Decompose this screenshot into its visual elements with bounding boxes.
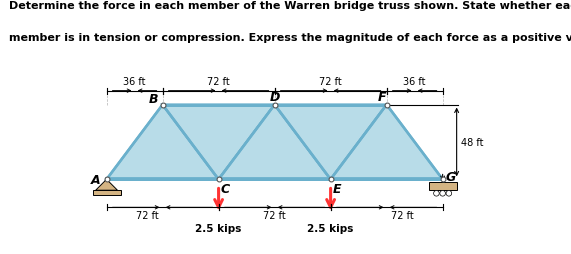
Text: D: D	[270, 91, 280, 104]
Circle shape	[440, 191, 445, 196]
Polygon shape	[163, 105, 275, 180]
Text: member is in tension or compression. Express the magnitude of each force as a po: member is in tension or compression. Exp…	[9, 33, 571, 43]
Circle shape	[433, 191, 439, 196]
Text: 48 ft: 48 ft	[461, 137, 484, 147]
Circle shape	[446, 191, 452, 196]
Text: B: B	[148, 92, 158, 105]
Text: 36 ft: 36 ft	[403, 77, 426, 87]
Text: 72 ft: 72 ft	[207, 77, 230, 87]
Text: 72 ft: 72 ft	[263, 211, 286, 220]
Bar	[429, 183, 457, 190]
Polygon shape	[96, 180, 118, 190]
Text: 2.5 kips: 2.5 kips	[307, 223, 354, 233]
Text: A: A	[91, 173, 100, 186]
Text: 72 ft: 72 ft	[391, 211, 413, 220]
Text: G: G	[445, 170, 456, 183]
Polygon shape	[275, 105, 387, 180]
Polygon shape	[107, 105, 219, 180]
Polygon shape	[219, 105, 331, 180]
Text: 2.5 kips: 2.5 kips	[195, 223, 242, 233]
Text: C: C	[220, 182, 230, 195]
Text: E: E	[332, 182, 341, 195]
Text: 36 ft: 36 ft	[123, 77, 146, 87]
Text: 72 ft: 72 ft	[319, 77, 342, 87]
Text: 72 ft: 72 ft	[136, 211, 158, 220]
Polygon shape	[331, 105, 443, 180]
Text: Determine the force in each member of the Warren bridge truss shown. State wheth: Determine the force in each member of th…	[9, 1, 571, 11]
Text: F: F	[378, 91, 386, 104]
Bar	[93, 190, 120, 195]
